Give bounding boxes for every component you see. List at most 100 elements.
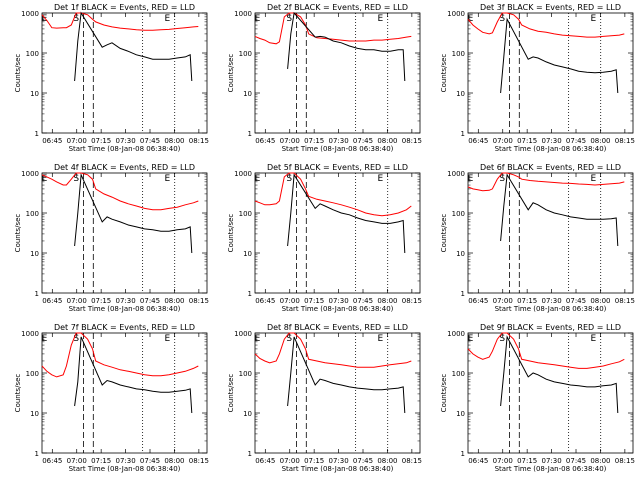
y-tick-label: 1: [248, 450, 252, 458]
x-tick-label: 08:15: [615, 297, 635, 305]
x-tick-label: 08:15: [615, 137, 635, 145]
x-tick-label: 07:00: [493, 137, 513, 145]
events-series-line: [287, 336, 406, 414]
y-axis-label: Counts/sec: [227, 54, 235, 93]
event-marker: E: [468, 334, 474, 344]
x-tick-label: 06:45: [468, 137, 488, 145]
panel-2: Det 2f BLACK = Events, RED = LLD 1 10 100 10…: [227, 3, 422, 153]
event-marker: S: [286, 174, 292, 184]
x-axis-label: Start Time (08-Jan-08 06:38:40): [495, 465, 607, 473]
x-tick-label: 08:00: [164, 297, 184, 305]
lld-series-line: [467, 172, 625, 192]
events-series-line: [500, 335, 619, 414]
y-tick-label: 10: [30, 90, 39, 98]
x-axis-label: Start Time (08-Jan-08 06:38:40): [69, 305, 181, 313]
x-tick-label: 07:00: [493, 457, 513, 465]
panel-4: Det 4f BLACK = Events, RED = LLD 1 10 100 10…: [14, 163, 209, 313]
x-tick-label: 07:15: [304, 457, 324, 465]
events-series-line: [74, 336, 193, 414]
x-tick-label: 07:30: [328, 297, 348, 305]
x-axis-label: Start Time (08-Jan-08 06:38:40): [495, 305, 607, 313]
x-tick-label: 07:15: [517, 137, 537, 145]
y-tick-label: 1000: [21, 10, 39, 18]
x-axis-label: Start Time (08-Jan-08 06:38:40): [69, 465, 181, 473]
x-tick-label: 07:00: [280, 297, 300, 305]
x-tick-label: 07:15: [91, 137, 111, 145]
lld-series-line: [41, 12, 199, 31]
event-marker: S: [73, 174, 79, 184]
x-tick-label: 07:00: [280, 137, 300, 145]
x-axis-label: Start Time (08-Jan-08 06:38:40): [282, 305, 394, 313]
y-tick-label: 10: [243, 90, 252, 98]
x-tick-label: 08:15: [189, 137, 209, 145]
x-tick-label: 08:00: [377, 457, 397, 465]
x-tick-label: 08:00: [377, 297, 397, 305]
y-axis-label: Counts/sec: [14, 374, 22, 413]
y-tick-label: 1: [461, 130, 465, 138]
y-tick-label: 1000: [447, 170, 465, 178]
event-marker: E: [591, 174, 597, 184]
x-tick-label: 07:30: [115, 457, 135, 465]
y-tick-label: 1: [248, 290, 252, 298]
y-tick-label: 1000: [447, 330, 465, 338]
y-tick-label: 1: [248, 130, 252, 138]
x-tick-label: 07:45: [353, 137, 373, 145]
x-axis-label: Start Time (08-Jan-08 06:38:40): [495, 145, 607, 153]
x-axis-label: Start Time (08-Jan-08 06:38:40): [282, 145, 394, 153]
event-marker: E: [468, 174, 474, 184]
plot-frame: [254, 332, 421, 454]
x-tick-label: 08:00: [377, 137, 397, 145]
x-tick-label: 07:00: [67, 137, 87, 145]
panel-5: Det 5f BLACK = Events, RED = LLD 1 10 100 10…: [227, 163, 422, 313]
events-series-line: [74, 172, 193, 254]
x-tick-label: 07:45: [353, 297, 373, 305]
x-tick-label: 07:30: [541, 297, 561, 305]
y-tick-label: 1000: [21, 170, 39, 178]
x-tick-label: 07:45: [140, 297, 160, 305]
x-tick-label: 08:15: [402, 457, 422, 465]
x-tick-label: 07:00: [280, 457, 300, 465]
plot-frame: [41, 332, 208, 454]
x-axis-label: Start Time (08-Jan-08 06:38:40): [282, 465, 394, 473]
event-marker: E: [255, 174, 261, 184]
x-tick-label: 06:45: [468, 457, 488, 465]
x-tick-label: 07:45: [140, 457, 160, 465]
event-marker: E: [468, 14, 474, 24]
panel-9: Det 9f BLACK = Events, RED = LLD 1 10 100 10…: [440, 323, 635, 473]
x-tick-label: 07:30: [541, 137, 561, 145]
event-marker: E: [42, 14, 48, 24]
panel-title: Det 3f BLACK = Events, RED = LLD: [480, 3, 621, 12]
x-tick-label: 08:00: [164, 137, 184, 145]
events-series-line: [287, 173, 406, 254]
event-marker: E: [42, 174, 48, 184]
y-axis-label: Counts/sec: [440, 214, 448, 253]
x-tick-label: 08:15: [615, 457, 635, 465]
y-tick-label: 1: [35, 130, 39, 138]
event-marker: E: [378, 334, 384, 344]
plot-frame: [467, 332, 634, 454]
event-marker: S: [286, 14, 292, 24]
y-tick-label: 10: [456, 90, 465, 98]
y-tick-label: 100: [452, 50, 465, 58]
event-marker: S: [499, 174, 505, 184]
panel-title: Det 5f BLACK = Events, RED = LLD: [267, 163, 408, 172]
event-marker: S: [286, 334, 292, 344]
plot-frame: [467, 172, 634, 294]
y-tick-label: 100: [239, 370, 252, 378]
x-tick-label: 07:45: [566, 457, 586, 465]
event-marker: S: [499, 334, 505, 344]
lld-series-line: [467, 12, 625, 38]
x-tick-label: 07:15: [91, 457, 111, 465]
x-tick-label: 08:00: [590, 457, 610, 465]
x-tick-label: 07:30: [115, 297, 135, 305]
y-tick-label: 100: [26, 210, 39, 218]
x-tick-label: 07:30: [541, 457, 561, 465]
x-tick-label: 07:00: [493, 297, 513, 305]
y-axis-label: Counts/sec: [440, 54, 448, 93]
plot-frame: [41, 172, 208, 294]
lld-series-line: [254, 172, 412, 217]
plot-frame: [41, 12, 208, 134]
event-marker: E: [378, 14, 384, 24]
x-tick-label: 06:45: [255, 457, 275, 465]
